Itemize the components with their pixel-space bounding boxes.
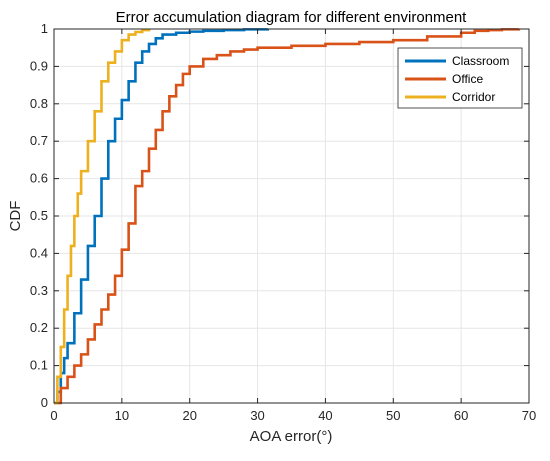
x-tick-label: 50 — [386, 408, 400, 423]
x-tick-label: 0 — [50, 408, 57, 423]
x-tick-label: 10 — [115, 408, 129, 423]
y-tick-label: 0.8 — [30, 96, 48, 111]
y-tick-label: 0.1 — [30, 358, 48, 373]
x-tick-label: 20 — [182, 408, 196, 423]
chart-title: Error accumulation diagram for different… — [116, 9, 468, 26]
y-tick-label: 0.2 — [30, 320, 48, 335]
y-tick-label: 0.4 — [30, 245, 48, 260]
y-tick-label: 0.5 — [30, 208, 48, 223]
x-tick-label: 40 — [318, 408, 332, 423]
x-axis: 0 10 20 30 40 50 60 70 — [50, 29, 536, 423]
legend-label-classroom: Classroom — [452, 54, 509, 68]
y-tick-label: 0.6 — [30, 171, 48, 186]
x-axis-label: AOA error(°) — [250, 428, 333, 445]
y-axis-label: CDF — [7, 201, 24, 232]
series-line-office — [54, 28, 521, 405]
series-line-corridor — [54, 28, 151, 405]
x-tick-label: 70 — [522, 408, 536, 423]
legend: Classroom Office Corridor — [397, 47, 523, 109]
y-tick-label: 0.7 — [30, 133, 48, 148]
y-tick-label: 0.3 — [30, 283, 48, 298]
x-tick-label: 60 — [454, 408, 468, 423]
y-axis: 0 0.1 0.2 0.3 0.4 0.5 0.6 0.7 0.8 0.9 1 — [30, 21, 529, 410]
legend-label-corridor: Corridor — [452, 90, 495, 104]
y-tick-label: 1 — [41, 21, 48, 36]
x-tick-label: 30 — [250, 408, 264, 423]
legend-label-office: Office — [452, 72, 483, 86]
y-tick-label: 0 — [41, 395, 48, 410]
y-tick-label: 0.9 — [30, 58, 48, 73]
